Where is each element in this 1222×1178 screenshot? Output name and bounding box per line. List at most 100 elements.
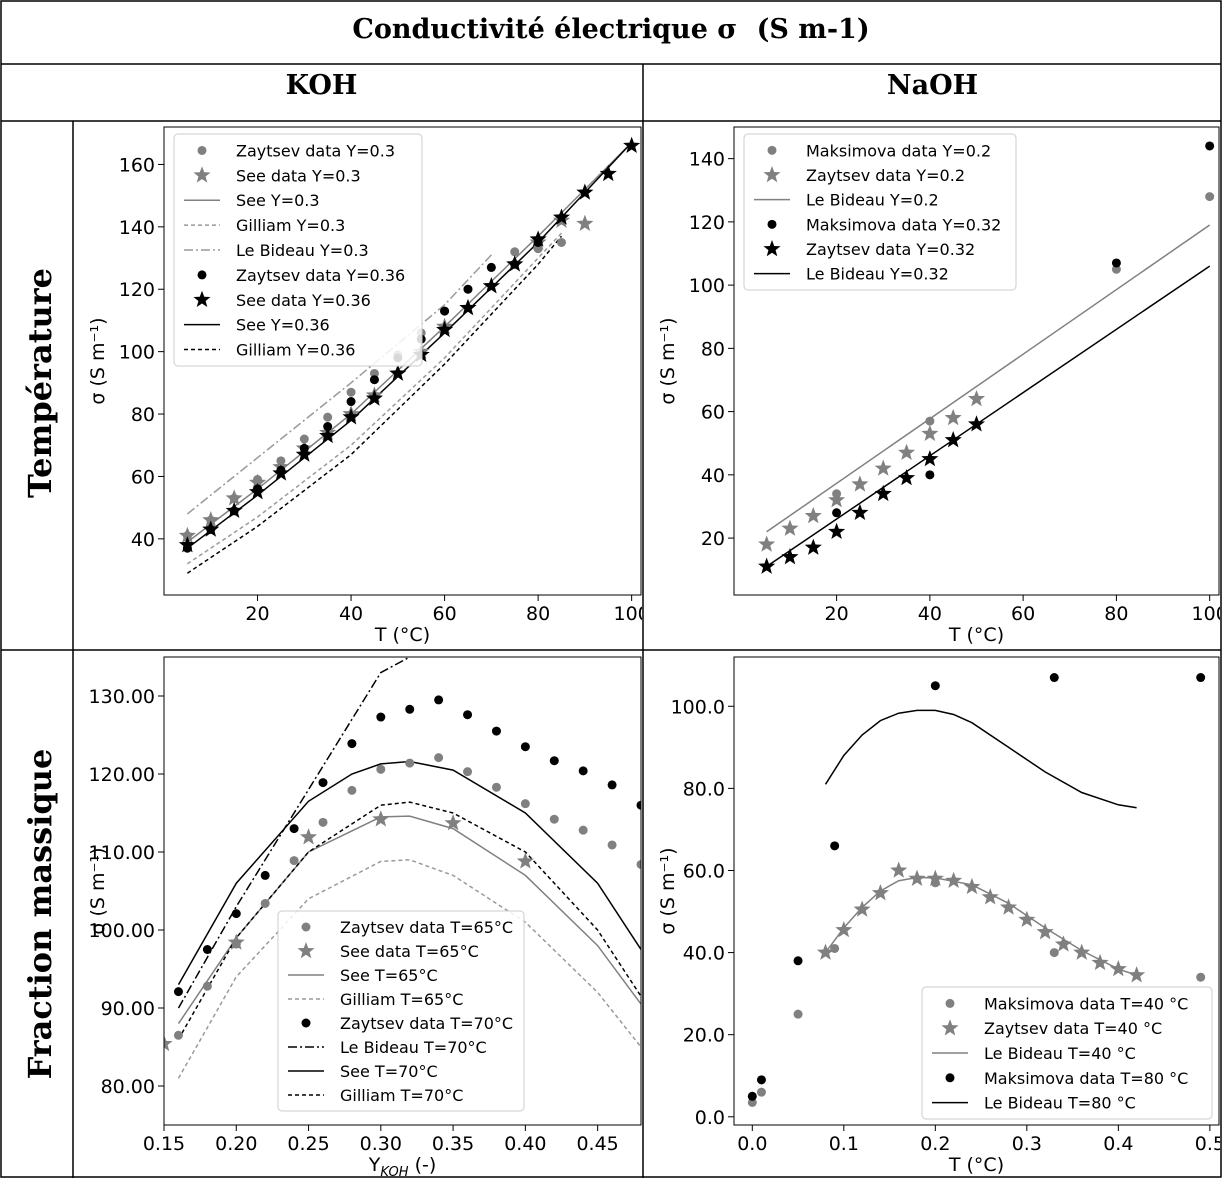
data-point bbox=[405, 758, 415, 768]
data-point-star bbox=[1018, 910, 1036, 928]
data-point-star bbox=[248, 483, 267, 500]
legend-entry: Zaytsev data Y=0.3 bbox=[236, 141, 395, 160]
data-point bbox=[202, 945, 212, 954]
legend-entry: See data Y=0.36 bbox=[236, 291, 371, 310]
x-tick-label: 100 bbox=[614, 603, 642, 625]
data-point-star bbox=[178, 526, 196, 543]
data-point-star bbox=[804, 538, 822, 555]
x-tick-label: 40 bbox=[918, 603, 942, 625]
series-line-6 bbox=[177, 760, 641, 985]
data-point bbox=[376, 764, 386, 774]
series-line-4 bbox=[824, 709, 1137, 809]
legend-handle-circle bbox=[945, 1073, 955, 1083]
data-point-star bbox=[248, 473, 267, 490]
data-point bbox=[463, 284, 473, 294]
x-tick-label: 0.40 bbox=[504, 1133, 546, 1155]
y-tick-label: 60 bbox=[701, 402, 725, 424]
table-title: Conductivité électrique σ (S m-1) bbox=[0, 14, 1222, 45]
data-point bbox=[260, 898, 270, 908]
data-point-star bbox=[444, 814, 462, 831]
data-point bbox=[463, 710, 473, 720]
data-point bbox=[520, 742, 530, 752]
data-point bbox=[323, 412, 333, 422]
legend-entry: Zaytsev data T=70°C bbox=[340, 1014, 513, 1033]
data-point bbox=[491, 782, 501, 792]
data-point bbox=[347, 739, 357, 749]
data-point-star bbox=[227, 933, 245, 950]
legend-box bbox=[173, 133, 423, 367]
data-point-star bbox=[506, 255, 524, 272]
data-point bbox=[318, 778, 328, 788]
x-tick-label: 0.30 bbox=[360, 1133, 402, 1155]
data-point bbox=[289, 856, 299, 866]
data-point bbox=[557, 237, 566, 247]
y-tick-label: 90.00 bbox=[101, 998, 155, 1020]
data-point bbox=[925, 416, 935, 426]
data-point-star bbox=[758, 535, 776, 552]
data-point-star bbox=[459, 298, 477, 316]
data-point-star bbox=[897, 443, 916, 460]
legend-entry: Gilliam T=70°C bbox=[340, 1086, 463, 1105]
legend-entry: Le Bideau Y=0.32 bbox=[806, 265, 949, 284]
y-tick-label: 40 bbox=[131, 529, 155, 551]
data-point-star bbox=[576, 214, 594, 231]
legend-entry: Zaytsev data Y=0.36 bbox=[236, 266, 405, 285]
data-point bbox=[578, 766, 588, 776]
x-axis-label: YKOH (-) bbox=[368, 1154, 437, 1177]
y-tick-label: 80 bbox=[131, 404, 155, 426]
legend-handle-star bbox=[297, 942, 315, 959]
data-point-star bbox=[758, 557, 776, 574]
x-tick-label: 0.0 bbox=[737, 1133, 767, 1155]
data-point bbox=[747, 1091, 757, 1101]
y-tick-label: 80 bbox=[701, 338, 725, 360]
chart-naoh-temperature: 20 40 60 80 100 20 40 60 80 100 120 140 T (°C) σ (S m… bbox=[657, 126, 1220, 646]
data-point-star bbox=[372, 810, 390, 827]
x-tick-label: 60 bbox=[1011, 603, 1035, 625]
data-point-star bbox=[851, 503, 869, 521]
data-point-star bbox=[963, 877, 981, 895]
data-point bbox=[289, 824, 299, 834]
y-tick-label: 40 bbox=[701, 465, 725, 487]
table-title-text: Conductivité électrique σ bbox=[352, 14, 738, 45]
data-point-star bbox=[389, 364, 407, 381]
data-point bbox=[434, 753, 444, 763]
y-tick-label: 110.00 bbox=[89, 842, 155, 864]
plot-area bbox=[747, 673, 1206, 1107]
legend: Zaytsev data T=65°C See data T=65°C See T=… bbox=[277, 910, 525, 1112]
data-point-star bbox=[516, 852, 534, 869]
data-point bbox=[486, 262, 496, 272]
data-point bbox=[747, 1097, 757, 1107]
data-point bbox=[636, 859, 641, 869]
y-tick-label: 100 bbox=[689, 275, 725, 297]
legend-entry: Zaytsev data T=65°C bbox=[340, 918, 513, 937]
data-point bbox=[231, 909, 241, 919]
data-point bbox=[1049, 673, 1059, 683]
data-point bbox=[636, 800, 641, 810]
y-tick-label: 120 bbox=[119, 279, 155, 301]
x-tick-label: 0.5 bbox=[1195, 1133, 1220, 1155]
legend-entry: Zaytsev data T=40 °C bbox=[984, 1019, 1162, 1038]
plot-frame bbox=[733, 656, 1220, 1126]
data-point bbox=[347, 785, 357, 795]
data-point bbox=[323, 422, 333, 432]
row-header-temperature: Température bbox=[21, 268, 59, 498]
y-tick-label: 140 bbox=[119, 217, 155, 239]
legend-handle-circle bbox=[197, 145, 207, 155]
data-point bbox=[510, 247, 520, 257]
legend-entry: See Y=0.3 bbox=[236, 191, 320, 210]
plot-frame bbox=[163, 656, 642, 1126]
legend-entry: Le Bideau T=80 °C bbox=[984, 1094, 1136, 1113]
data-point bbox=[832, 508, 842, 518]
legend-handle-star bbox=[193, 166, 211, 183]
legend-handle-circle bbox=[945, 998, 955, 1008]
y-axis-label: σ (S m⁻¹) bbox=[87, 847, 109, 934]
legend-entry: Maksimova data Y=0.2 bbox=[806, 141, 991, 160]
y-tick-label: 60 bbox=[131, 466, 155, 488]
data-point-star bbox=[890, 861, 908, 878]
x-tick-label: 0.35 bbox=[432, 1133, 474, 1155]
data-point-star bbox=[164, 1034, 173, 1052]
column-header-koh: KOH bbox=[285, 70, 358, 101]
data-point-star bbox=[926, 869, 944, 886]
data-point-star bbox=[921, 424, 939, 442]
